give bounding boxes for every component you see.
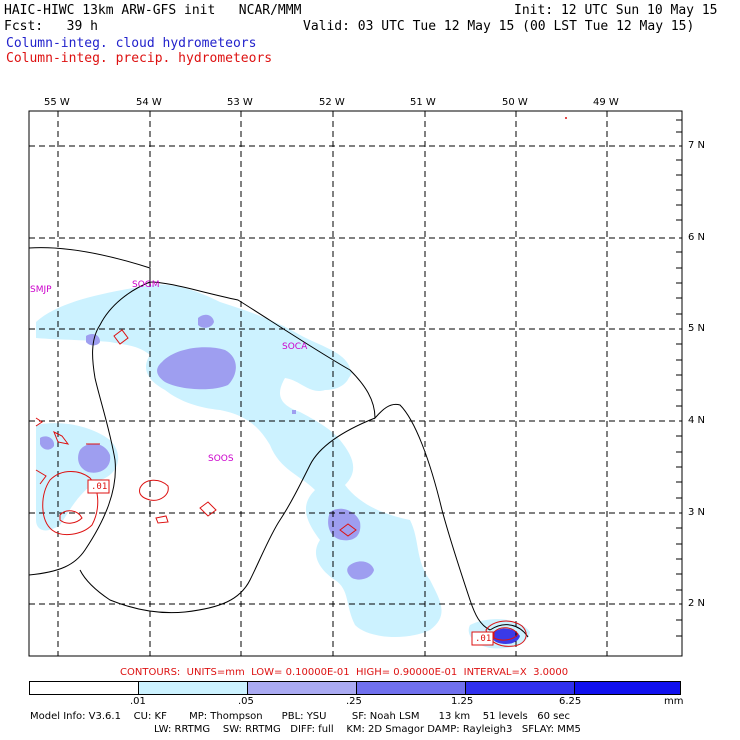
lon-label: 52 W — [319, 97, 345, 108]
colorbar-bin — [248, 682, 357, 694]
lat-label: 3 N — [688, 507, 706, 518]
precip-contours — [35, 329, 527, 647]
colorbar-bin — [30, 682, 139, 694]
lon-label: 49 W — [593, 97, 619, 108]
station-label: SOGM — [132, 280, 160, 290]
plot-frame — [28, 110, 683, 657]
contour-label: .01 — [91, 482, 108, 492]
station-label: SMJP — [30, 285, 52, 295]
cloud-shading-medium — [40, 314, 374, 580]
init-time: Init: 12 UTC Sun 10 May 15 — [514, 3, 718, 18]
lat-label: 7 N — [688, 140, 706, 151]
model-info-line2: LW: RRTMG SW: RRTMG DIFF: full KM: 2D Sm… — [154, 724, 581, 735]
colorbar-unit: mm — [664, 696, 684, 707]
lat-label: 2 N — [688, 598, 706, 609]
lon-label: 51 W — [410, 97, 436, 108]
lat-lon-grid — [29, 111, 682, 656]
lat-tick-marks — [676, 119, 682, 637]
contour-label-boxes — [87, 479, 494, 646]
model-info-line1: Model Info: V3.6.1 CU: KF MP: Thompson P… — [30, 711, 570, 722]
cloud-field-label: Column-integ. cloud hydrometeors — [6, 36, 257, 51]
coastlines — [29, 247, 529, 638]
station-label: SOCA — [282, 342, 308, 352]
forecast-hour: Fcst: 39 h — [4, 19, 98, 34]
colorbar-bin — [139, 682, 248, 694]
colorbar-label: 6.25 — [559, 696, 582, 707]
contour-label: .01 — [475, 634, 492, 644]
precip-field-label: Column-integ. precip. hydrometeors — [6, 51, 273, 66]
lon-label: 53 W — [227, 97, 253, 108]
colorbar-label: .25 — [346, 696, 362, 707]
colorbar-bin — [575, 682, 680, 694]
colorbar-label: .01 — [130, 696, 146, 707]
lon-label: 50 W — [502, 97, 528, 108]
cloud-shading-light — [36, 284, 530, 649]
header-title: HAIC-HIWC 13km ARW-GFS init NCAR/MMM — [4, 3, 302, 18]
valid-time: Valid: 03 UTC Tue 12 May 15 (00 LST Tue … — [303, 19, 695, 34]
lon-label: 54 W — [136, 97, 162, 108]
colorbar-bin — [466, 682, 575, 694]
colorbar-label: 1.25 — [451, 696, 474, 707]
colorbar-label: .05 — [238, 696, 254, 707]
lat-label: 6 N — [688, 232, 706, 243]
station-label: SOOS — [208, 454, 234, 464]
colorbar — [29, 681, 681, 695]
lon-label: 55 W — [44, 97, 70, 108]
contours-info: CONTOURS: UNITS=mm LOW= 0.10000E-01 HIGH… — [120, 667, 569, 678]
cloud-shading-dark — [491, 628, 520, 644]
lat-label: 4 N — [688, 415, 706, 426]
precip-dot — [565, 117, 567, 119]
lat-label: 5 N — [688, 323, 706, 334]
colorbar-bin — [357, 682, 466, 694]
